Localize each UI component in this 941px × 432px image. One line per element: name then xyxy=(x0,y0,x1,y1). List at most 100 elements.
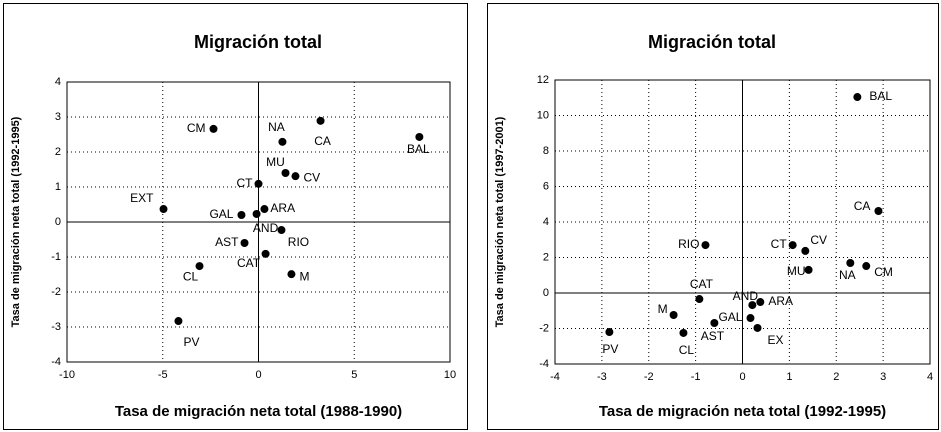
y-tick-label: 0 xyxy=(55,216,61,228)
point xyxy=(237,211,246,219)
point xyxy=(605,328,614,337)
point-label: PV xyxy=(602,342,618,356)
point xyxy=(261,249,270,258)
y-tick-label: -4 xyxy=(51,356,61,368)
point xyxy=(788,241,797,250)
point xyxy=(260,205,269,214)
point xyxy=(701,241,710,250)
y-tick-label: 0 xyxy=(543,287,549,299)
point-label: PV xyxy=(183,335,199,349)
point xyxy=(669,311,678,320)
y-tick-label: -1 xyxy=(51,251,61,263)
x-tick-label: 0 xyxy=(739,371,745,383)
x-axis-title: Tasa de migración neta total (1988-1990) xyxy=(115,403,402,420)
point-label: RIO xyxy=(678,237,699,251)
point xyxy=(277,226,286,235)
y-tick-label: 8 xyxy=(543,145,549,157)
point xyxy=(746,314,755,323)
y-tick-label: 6 xyxy=(543,180,549,192)
point xyxy=(710,318,719,327)
point-label: BAL xyxy=(869,89,892,103)
chart-frame xyxy=(3,3,468,430)
point xyxy=(291,172,300,181)
y-tick-label: -3 xyxy=(51,321,61,333)
chart-frame xyxy=(487,3,939,430)
point xyxy=(254,179,263,188)
y-tick-label: 3 xyxy=(55,111,61,123)
point-label: GAL xyxy=(718,310,742,324)
point xyxy=(756,298,765,307)
point xyxy=(846,259,855,268)
x-tick-label: 4 xyxy=(927,371,933,383)
point xyxy=(287,270,296,279)
y-tick-label: 4 xyxy=(55,76,61,88)
y-tick-label: 10 xyxy=(537,109,549,121)
point-label: CM xyxy=(187,121,206,135)
y-tick-label: -2 xyxy=(539,322,549,334)
point xyxy=(281,169,290,177)
point-label: BAL xyxy=(407,142,430,156)
point xyxy=(874,206,883,215)
x-tick-label: -4 xyxy=(550,371,560,383)
point-label: M xyxy=(299,269,309,283)
point-label: MU xyxy=(787,264,806,278)
point-label: MU xyxy=(266,155,285,169)
x-tick-label: 2 xyxy=(833,371,839,383)
point xyxy=(278,137,287,146)
y-tick-label: 2 xyxy=(55,146,61,158)
point-label: EX xyxy=(767,333,783,347)
point-label: NA xyxy=(268,120,285,134)
point-label: CT xyxy=(237,176,254,190)
point-label: RIO xyxy=(288,235,309,249)
plot-frame xyxy=(554,79,931,365)
y-tick-label: -4 xyxy=(539,358,549,370)
point-label: CL xyxy=(679,343,695,357)
x-tick-label: -10 xyxy=(59,369,75,381)
point-label: CV xyxy=(303,170,320,184)
point-label: CV xyxy=(810,233,827,247)
x-tick-label: 3 xyxy=(880,371,886,383)
y-tick-label: -2 xyxy=(51,286,61,298)
point xyxy=(862,262,871,271)
chart-title: Migración total xyxy=(194,32,322,52)
y-tick-label: 1 xyxy=(55,181,61,193)
x-tick-label: 0 xyxy=(255,369,261,381)
chart-title: Migración total xyxy=(648,32,776,52)
y-axis-title: Tasa de migración neta total (1997-2001) xyxy=(494,116,506,327)
point xyxy=(748,301,757,310)
point xyxy=(174,317,183,326)
x-tick-label: 5 xyxy=(351,369,357,381)
point xyxy=(195,262,204,271)
point xyxy=(415,132,424,141)
x-axis-title: Tasa de migración neta total (1992-1995) xyxy=(599,403,886,420)
point xyxy=(753,323,762,332)
point xyxy=(853,93,862,102)
point-label: AND xyxy=(733,289,759,303)
point-label: NA xyxy=(839,268,856,282)
y-axis-title: Tasa de migración neta total (1992-1995) xyxy=(10,116,22,327)
point-label: EXT xyxy=(130,191,154,205)
point-label: ARA xyxy=(768,294,793,308)
point-label: M xyxy=(658,302,668,316)
y-tick-label: 12 xyxy=(537,74,549,86)
point-label: CA xyxy=(854,199,871,213)
point-label: CL xyxy=(183,269,199,283)
point-label: CT xyxy=(771,237,788,251)
point-label: CAT xyxy=(237,256,261,270)
point xyxy=(159,205,168,214)
point xyxy=(804,265,813,274)
plot-frame xyxy=(66,81,451,363)
x-tick-label: 10 xyxy=(444,369,456,381)
x-tick-label: -5 xyxy=(158,369,168,381)
point xyxy=(240,239,249,247)
point-label: GAL xyxy=(209,207,233,221)
point xyxy=(316,116,325,125)
point-label: AST xyxy=(215,235,239,249)
point-label: CA xyxy=(314,134,331,148)
x-tick-label: -2 xyxy=(644,371,654,383)
point-label: AST xyxy=(701,329,725,343)
point xyxy=(695,295,704,304)
point xyxy=(801,246,810,255)
point-label: CAT xyxy=(690,277,714,291)
